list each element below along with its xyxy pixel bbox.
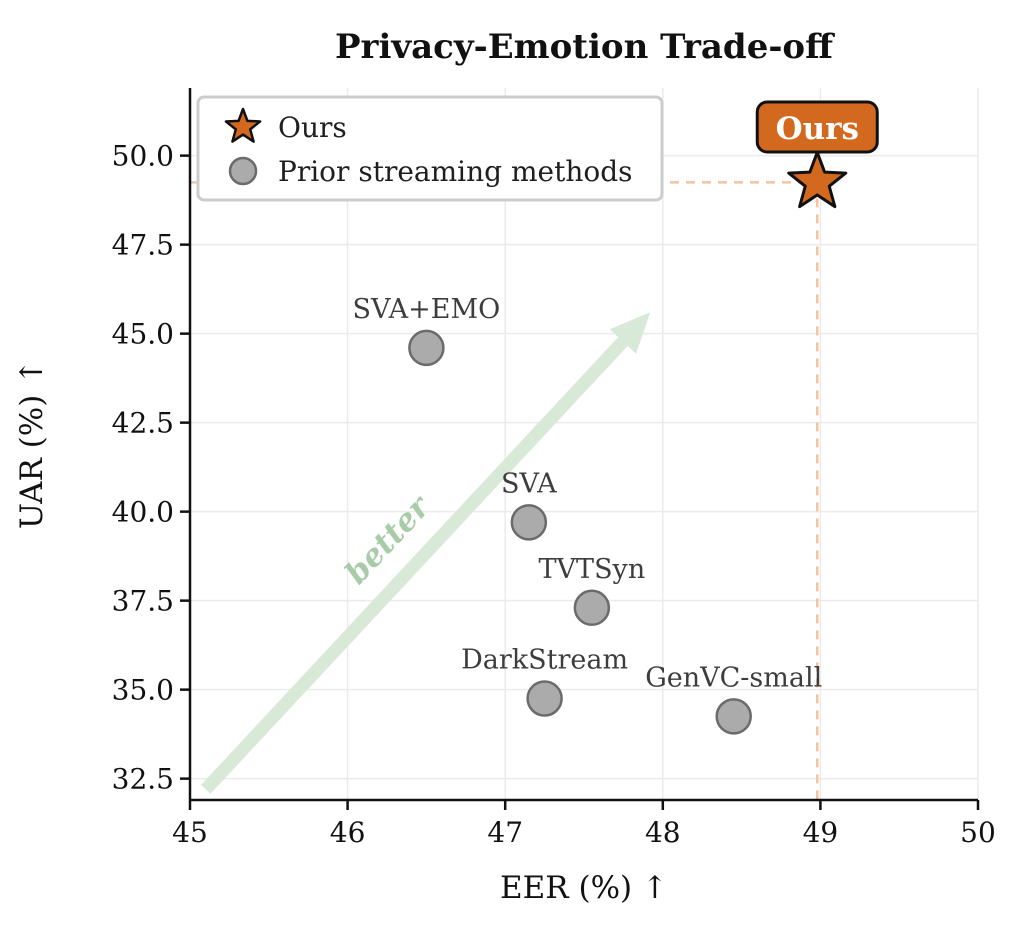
y-tick-label: 45.0 (112, 318, 174, 351)
ours-badge-label: Ours (776, 111, 859, 147)
point-label-sva-emo: SVA+EMO (353, 294, 501, 325)
x-tick-label: 45 (172, 816, 208, 849)
point-label-darkstream: DarkStream (461, 645, 628, 676)
ours-badge (755, 100, 879, 154)
x-axis-label: EER (%) ↑ (500, 870, 668, 906)
y-tick-label: 35.0 (112, 674, 174, 707)
chart-title: Privacy-Emotion Trade-off (335, 27, 835, 67)
y-tick-label: 42.5 (112, 407, 174, 440)
x-tick-label: 46 (330, 816, 366, 849)
ours-star-marker (787, 150, 848, 209)
y-axis-label: UAR (%) ↑ (14, 359, 50, 529)
y-tick-label: 47.5 (112, 229, 174, 262)
better-annotation: better (338, 487, 439, 591)
x-tick-label: 50 (960, 816, 996, 849)
better-arrow-layer: better (201, 312, 651, 794)
y-tick-label: 50.0 (112, 140, 174, 173)
y-tick-label: 40.0 (112, 496, 174, 529)
point-label-genvc-small: GenVC-small (645, 662, 822, 693)
y-tick-label: 32.5 (112, 763, 174, 796)
ours-star-icon-shape (224, 107, 262, 143)
y-tick-label: 37.5 (112, 585, 174, 618)
point-tvtsyn (573, 589, 611, 627)
prior-circle-icon-shape (228, 156, 258, 186)
better-arrow-head (609, 312, 651, 354)
legend-ours-label: Ours (278, 111, 347, 144)
better-arrow (201, 337, 628, 794)
point-label-tvtsyn: TVTSyn (539, 554, 646, 585)
x-tick-label: 49 (803, 816, 839, 849)
point-darkstream (526, 680, 563, 717)
axes-layer: 45 46 47 48 49 50 32.5 35.0 37.5 40.0 42.5 45.0 47.5… (112, 88, 996, 849)
legend: Ours Prior streaming methods (196, 95, 664, 202)
points-layer: SVA+EMO SVA TVTSyn DarkStream GenVC-small Our… (353, 100, 879, 735)
legend-prior-label: Prior streaming methods (278, 155, 633, 188)
prior-circle-icon (228, 156, 258, 186)
legend-box (196, 95, 664, 202)
point-genvc-small (715, 698, 752, 735)
point-sva-emo (408, 329, 445, 367)
x-tick-label: 48 (645, 816, 681, 849)
x-tick-label: 47 (487, 816, 523, 849)
ours-star-icon (224, 107, 262, 143)
point-sva (510, 504, 548, 541)
point-label-sva: SVA (501, 468, 557, 499)
